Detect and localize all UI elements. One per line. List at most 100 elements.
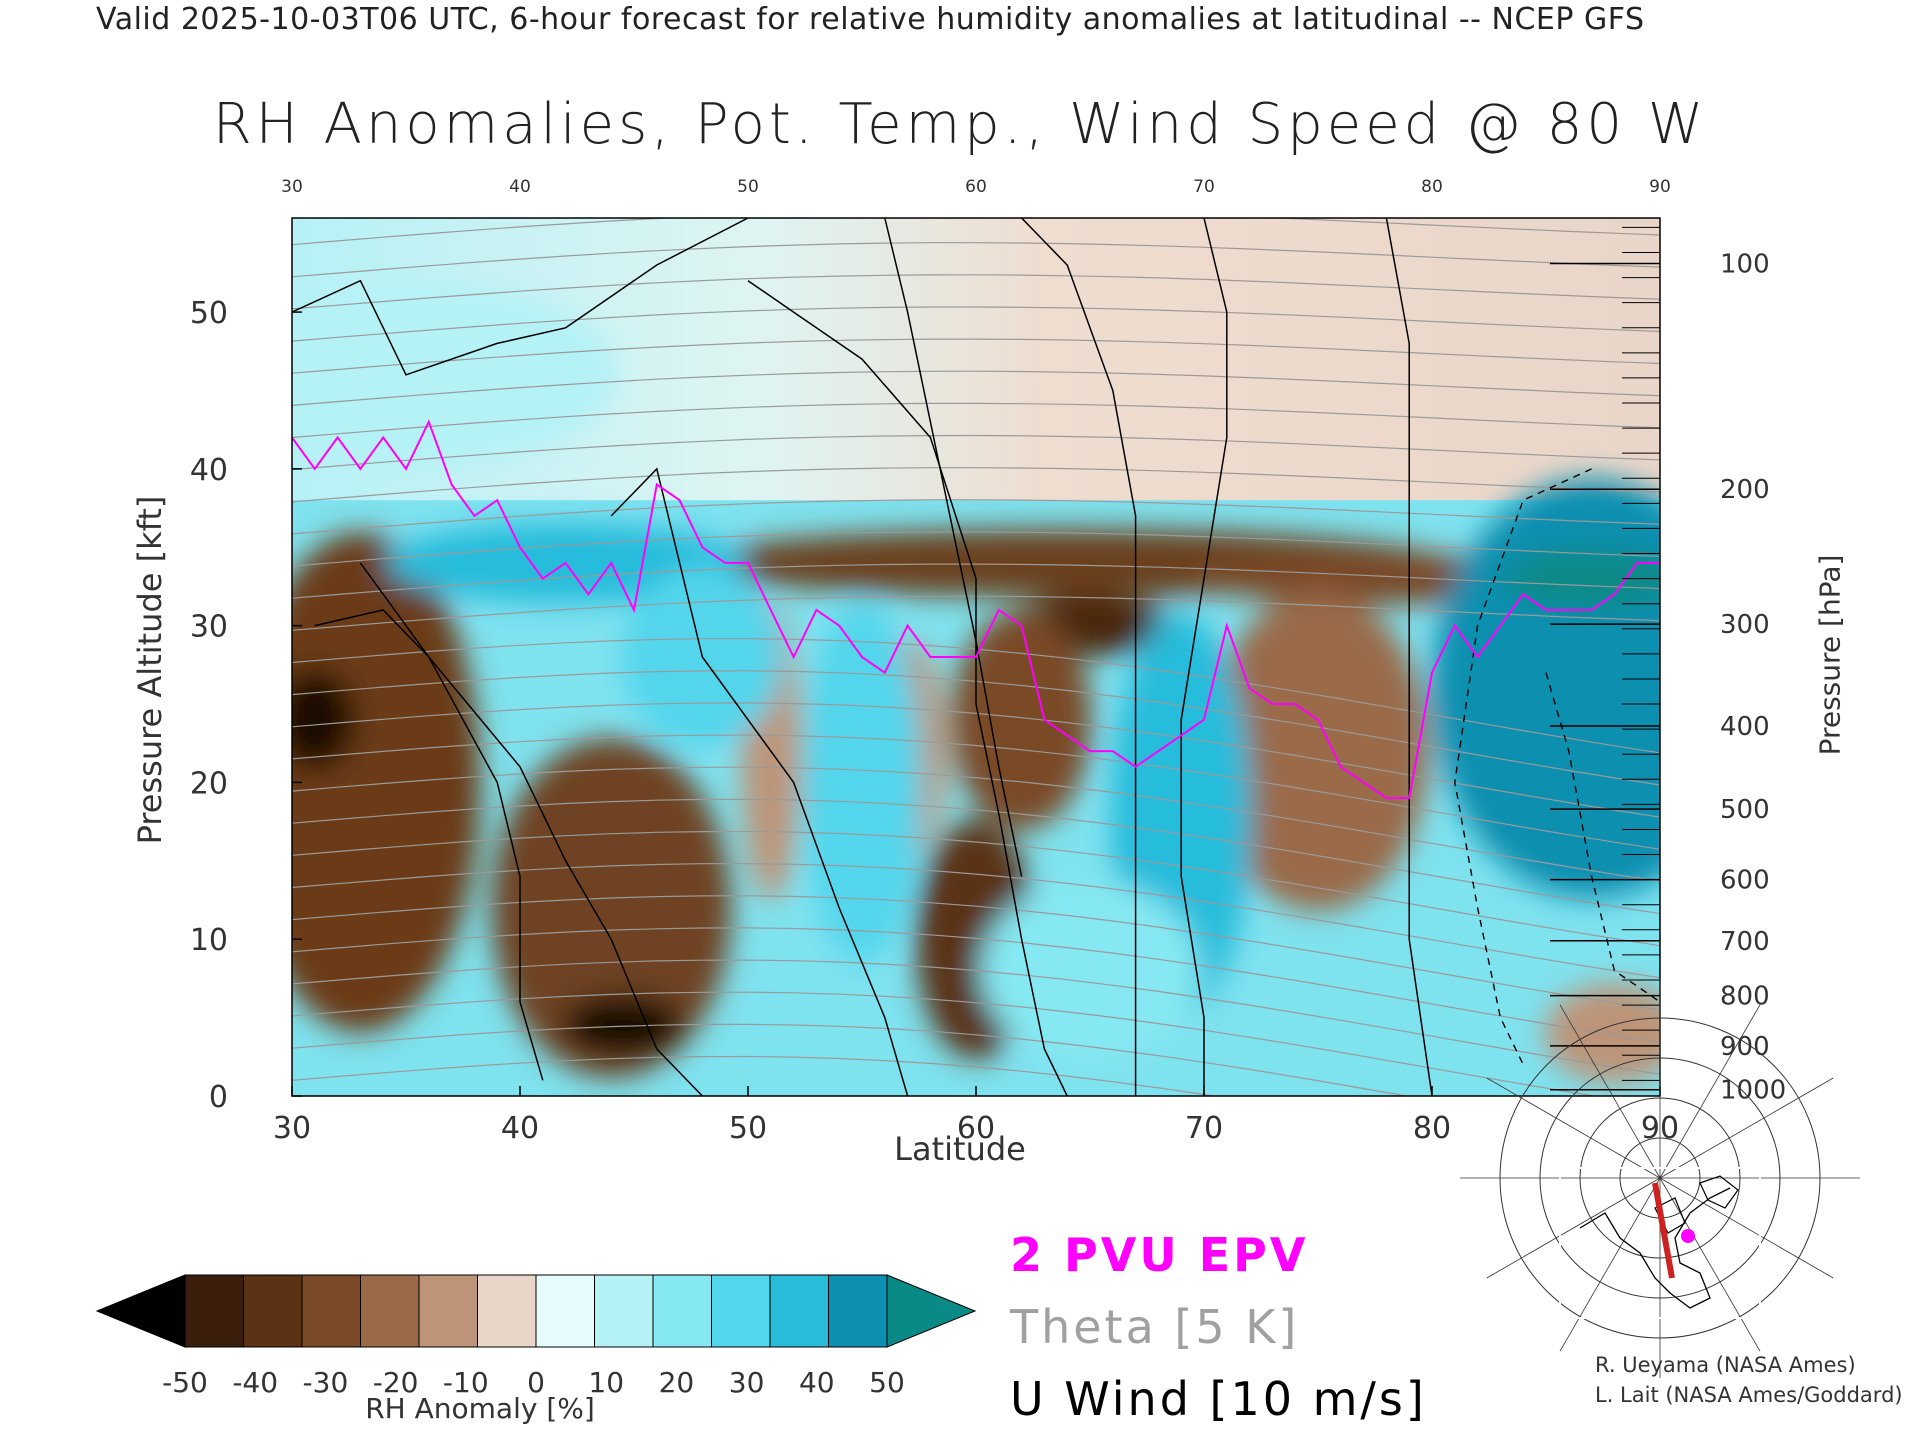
colorbar-segment <box>594 1274 654 1348</box>
y-tick-label: 20 <box>190 766 228 801</box>
map-meridian <box>1486 1177 1661 1279</box>
x-tick-label: 50 <box>729 1111 767 1146</box>
colorbar-segment <box>769 1274 829 1348</box>
y-tick-label: 30 <box>190 610 228 645</box>
chart-title: RH Anomalies, Pot. Temp., Wind Speed @ 8… <box>212 92 1708 157</box>
rh-anomaly-field <box>292 218 1660 1096</box>
map-meridian <box>1559 1004 1661 1179</box>
x-tick-label-top: 40 <box>509 177 531 197</box>
colorbar-tick-label: 50 <box>869 1366 905 1399</box>
u-wind-line <box>292 218 749 376</box>
colorbar-segment <box>535 1274 595 1348</box>
colorbar-tick-label: 20 <box>659 1366 695 1399</box>
map-meridian <box>1659 1077 1834 1179</box>
x-tick-label: 80 <box>1413 1111 1451 1146</box>
theta-line <box>292 862 1660 979</box>
theta-line <box>292 702 1660 818</box>
colorbar-tick-label: -40 <box>232 1366 278 1399</box>
pressure-tick-label: 200 <box>1720 475 1770 505</box>
moist-55n <box>802 602 922 963</box>
x-tick-label-top: 60 <box>965 177 987 197</box>
dry-south-core <box>292 669 355 770</box>
credit-line-2: L. Lait (NASA Ames/Goddard) <box>1595 1383 1903 1407</box>
colorbar-segment <box>828 1274 888 1348</box>
colorbar-title: RH Anomaly [%] <box>365 1392 595 1425</box>
moist-arctic-top <box>1501 548 1660 609</box>
pressure-tick-label: 400 <box>1720 712 1770 742</box>
x-tick-label-top: 70 <box>1193 177 1215 197</box>
map-border <box>1559 1167 1761 1319</box>
moist-arctic <box>1431 478 1660 899</box>
u-wind-line <box>1180 218 1228 1096</box>
colorbar-low-arrow <box>95 1274 186 1348</box>
theta-line <box>292 218 1660 246</box>
theta-line <box>292 766 1660 882</box>
map-track <box>1652 1182 1675 1279</box>
theta-line <box>292 734 1660 850</box>
u-wind-line <box>359 562 544 1081</box>
y-tick-label: 10 <box>190 923 228 958</box>
credit-line-1: R. Ueyama (NASA Ames) <box>1595 1353 1856 1377</box>
locator-map <box>1460 978 1860 1378</box>
map-meridian <box>1486 1077 1661 1179</box>
x-tick-label: 70 <box>1185 1111 1223 1146</box>
y-axis: 0 10 20 30 40 50 <box>190 296 302 1115</box>
colorbar-high-arrow <box>886 1274 977 1348</box>
pressure-tick-label: 700 <box>1720 927 1770 957</box>
u-wind-line <box>1021 218 1137 1096</box>
theta-line <box>292 338 1660 374</box>
colorbar: -50 -40 -30 -20 -10 0 10 20 30 40 50 <box>95 1274 977 1399</box>
theta-line <box>292 1023 1411 1096</box>
y-tick-label: 50 <box>190 296 228 331</box>
pressure-tick-label: 800 <box>1720 982 1770 1012</box>
colorbar-tick-label: -10 <box>443 1366 489 1399</box>
map-coastline <box>1579 1187 1731 1309</box>
colorbar-segment <box>652 1274 712 1348</box>
theta-line <box>292 402 1660 439</box>
x-tick-label: 60 <box>957 1111 995 1146</box>
x-tick-label-top: 30 <box>281 177 303 197</box>
colorbar-segment <box>418 1274 478 1348</box>
dry-75n <box>1208 591 1428 912</box>
theta-line <box>292 830 1660 947</box>
x-tick-label-top: 80 <box>1421 177 1443 197</box>
colorbar-tick-label: 0 <box>527 1366 545 1399</box>
pressure-tick-label: 900 <box>1720 1032 1770 1062</box>
pressure-axis-title: Pressure [hPa] <box>1813 554 1847 756</box>
legend-theta: Theta [5 K] <box>1010 1300 1300 1354</box>
map-meridian <box>1659 1177 1761 1352</box>
pressure-tick-label: 600 <box>1720 866 1770 896</box>
colorbar-tick-label: 40 <box>799 1366 835 1399</box>
map-meridian <box>1659 1004 1761 1179</box>
y-axis-title: Pressure Altitude [kft] <box>131 495 169 845</box>
dry-south-column <box>292 532 481 1033</box>
x-tick-label: 40 <box>501 1111 539 1146</box>
map-greenland <box>1699 1175 1739 1209</box>
header-line: Valid 2025-10-03T06 UTC, 6-hour forecast… <box>96 2 1645 37</box>
map-meridian <box>1559 1177 1661 1352</box>
u-wind-line <box>314 609 703 1096</box>
x-tick-label: 30 <box>273 1111 311 1146</box>
map-meridian <box>1659 1177 1834 1279</box>
pressure-tick-label: 100 <box>1720 249 1770 279</box>
x-tick-label-top: 50 <box>737 177 759 197</box>
colorbar-segment <box>243 1274 303 1348</box>
dry-62n <box>951 609 1092 830</box>
moist-upper-south <box>292 284 619 465</box>
theta-line <box>292 434 1660 471</box>
legend-u-wind: U Wind [10 m/s] <box>1010 1372 1427 1426</box>
colorbar-segment <box>477 1274 537 1348</box>
legend-epv: 2 PVU EPV <box>1010 1228 1309 1282</box>
theta-line <box>292 798 1660 915</box>
colorbar-tick-label: 30 <box>729 1366 765 1399</box>
colorbar-tick-label: -30 <box>303 1366 349 1399</box>
moist-65n-low <box>980 880 1200 1061</box>
theta-line <box>292 1055 1218 1096</box>
u-wind-line <box>610 467 909 1096</box>
x-tick-label-top: 90 <box>1649 177 1671 197</box>
u-wind-contours <box>292 218 1660 1096</box>
colorbar-tick-label: -20 <box>373 1366 419 1399</box>
colorbar-segment <box>711 1274 771 1348</box>
theta-line <box>292 563 1660 599</box>
dry-surface-north <box>1544 983 1660 1084</box>
